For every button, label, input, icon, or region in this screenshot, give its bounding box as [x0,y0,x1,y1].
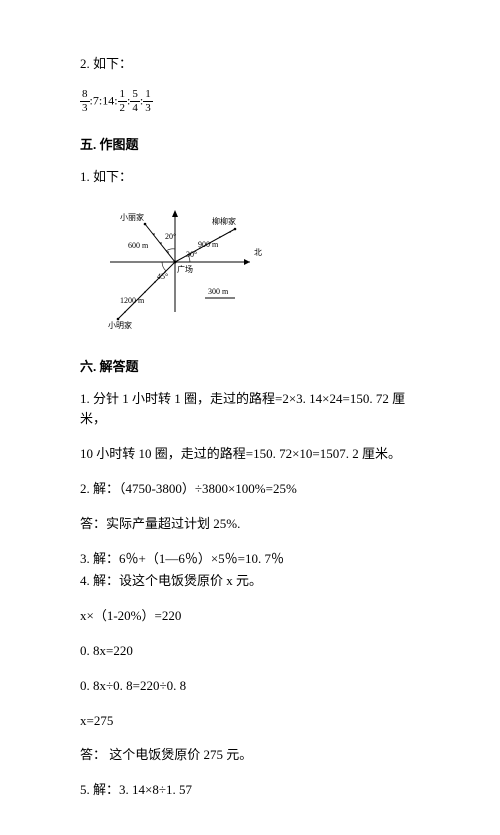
a1-line1: 1. 分针 1 小时转 1 圈，走过的路程=2×3. 14×24=150. 72… [80,389,420,431]
f2-den: 2 [118,102,128,114]
dist-1200: 1200 m [120,296,145,305]
fraction-1: 8 3 [80,89,90,114]
center-label: 广场 [177,264,193,274]
a3-line1: 3. 解：6％+（1—6％）×5％=10. 7％ [80,549,420,570]
top-left-label: 小丽家 [120,212,144,222]
f3-num: 5 [130,89,140,102]
f1-den: 3 [80,102,90,114]
f1-num: 8 [80,89,90,102]
q2-label: 2. 如下： [80,54,420,75]
a2-line1: 2. 解：（4750-3800）÷3800×100%=25% [80,479,420,500]
page: 2. 如下： 8 3 :7:14: 1 2 : 5 4 : 1 3 五. 作图题… [0,0,500,835]
a4-line6: 答： 这个电饭煲原价 275 元。 [80,745,420,766]
f4-den: 3 [143,102,153,114]
fraction-4: 1 3 [143,89,153,114]
ratio-r2: 14 [102,93,114,107]
angle-30: 30° [186,250,197,259]
a2-line2: 答：实际产量超过计划 25%. [80,514,420,535]
f4-num: 1 [143,89,153,102]
fraction-2: 1 2 [118,89,128,114]
section6-heading: 六. 解答题 [80,356,420,375]
a5-line1: 5. 解：3. 14×8÷1. 57 [80,780,420,801]
section5-heading: 五. 作图题 [80,134,420,153]
scale-label: 300 m [208,287,229,296]
dist-900: 900 m [198,240,219,249]
dist-600: 600 m [128,241,149,250]
a1-line2: 10 小时转 10 圈，走过的路程=150. 72×10=1507. 2 厘米。 [80,444,420,465]
ratio-expression: 8 3 :7:14: 1 2 : 5 4 : 1 3 [80,89,420,114]
bottom-label: 小明家 [108,320,132,330]
right-label: 柳柳家 [212,216,236,226]
north-label: 北 [254,248,262,257]
angle-20: 20° [165,232,176,241]
section5-q1: 1. 如下： [80,167,420,188]
a4-line1: 4. 解：设这个电饭煲原价 x 元。 [80,571,420,592]
a4-line2: x×（1-20%）=220 [80,606,420,627]
f2-num: 1 [118,89,128,102]
a4-line3: 0. 8x=220 [80,641,420,662]
diagram-svg: 北 柳柳家 900 m 小丽家 600 m 小明家 [80,202,270,332]
f3-den: 4 [130,102,140,114]
a4-line5: x=275 [80,711,420,732]
angle-45: 45° [157,272,168,281]
a4-line4: 0. 8x÷0. 8=220÷0. 8 [80,676,420,697]
direction-diagram: 北 柳柳家 900 m 小丽家 600 m 小明家 [80,202,420,336]
fraction-3: 5 4 [130,89,140,114]
